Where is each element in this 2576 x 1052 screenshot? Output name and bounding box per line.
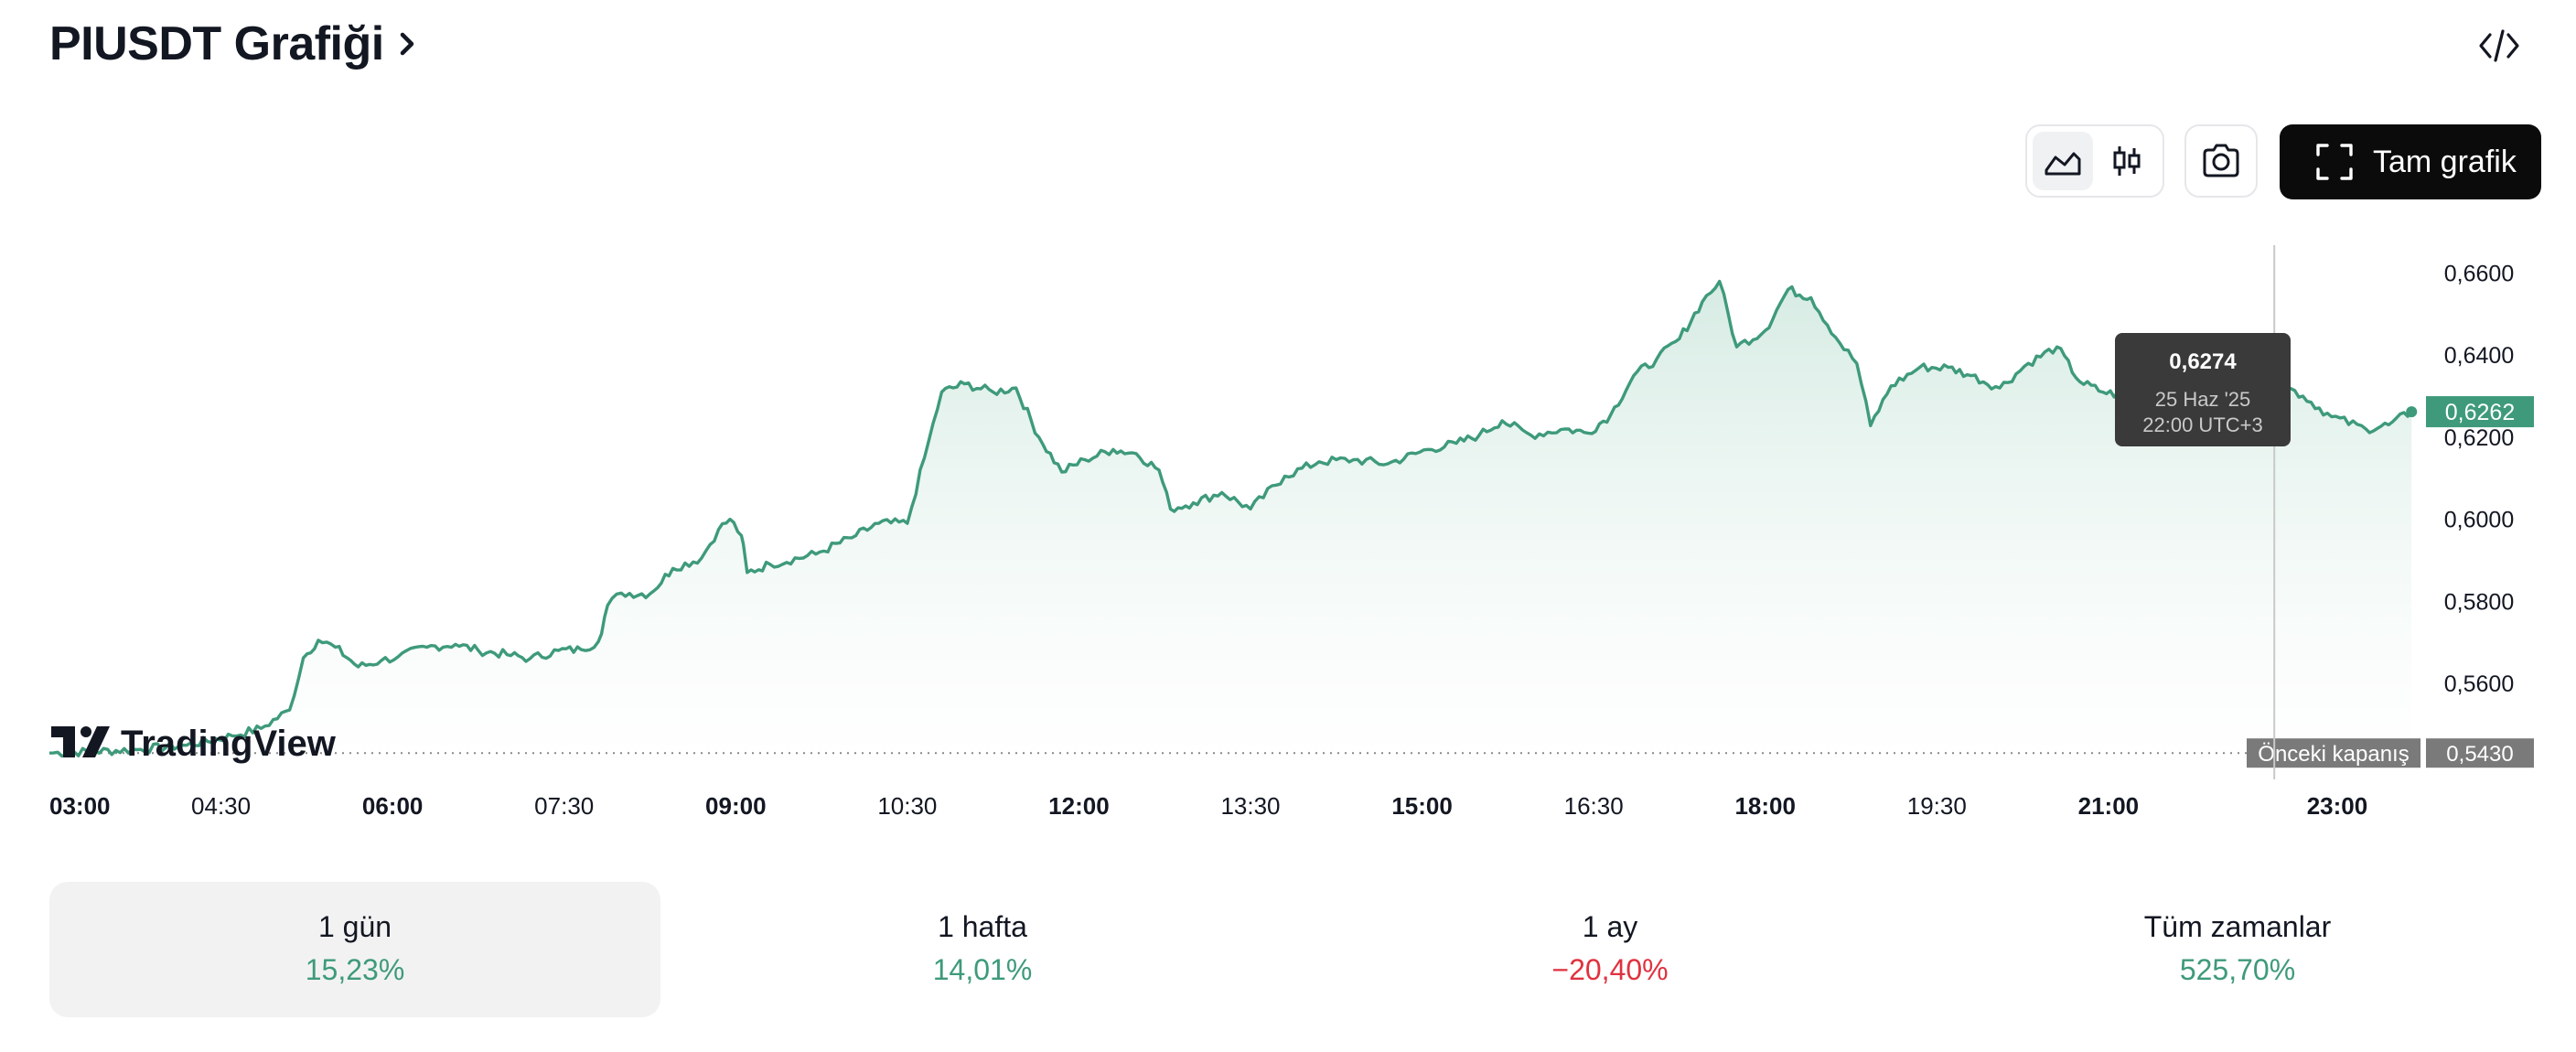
x-tick-label: 04:30 xyxy=(191,792,251,820)
tradingview-logo-icon xyxy=(51,726,110,757)
y-tick-label: 0,5600 xyxy=(2444,671,2514,697)
tab-label: 1 hafta xyxy=(938,910,1027,943)
x-tick-label: 18:00 xyxy=(1734,792,1796,820)
candlestick-button[interactable] xyxy=(2097,132,2157,190)
period-tabs: 1 gün 15,23% 1 hafta 14,01% 1 ay −20,40%… xyxy=(49,882,2543,1017)
tab-1-month[interactable]: 1 ay −20,40% xyxy=(1304,882,1916,1017)
full-chart-label: Tam grafik xyxy=(2373,144,2517,179)
x-tick-label: 06:00 xyxy=(362,792,424,820)
previous-close-price-label: 0,5430 xyxy=(2446,742,2513,767)
tab-1-day[interactable]: 1 gün 15,23% xyxy=(49,882,660,1017)
previous-close-price-tag xyxy=(2426,738,2534,768)
x-tick-label: 12:00 xyxy=(1048,792,1110,820)
tab-change-value: 15,23% xyxy=(305,953,405,986)
tradingview-watermark: TradingView xyxy=(51,724,337,764)
tab-label: 1 gün xyxy=(317,910,392,943)
tab-change-value: 14,01% xyxy=(932,953,1033,986)
camera-icon xyxy=(2203,144,2239,177)
x-tick-label: 21:00 xyxy=(2078,792,2140,820)
tooltip-price: 0,6274 xyxy=(2169,349,2237,374)
x-tick-label: 03:00 xyxy=(49,792,111,820)
tab-change-value: 525,70% xyxy=(2179,953,2296,986)
tooltip-date: 25 Haz '25 xyxy=(2155,388,2251,411)
y-tick-label: 0,6000 xyxy=(2444,508,2514,533)
x-tick-label: 23:00 xyxy=(2307,792,2368,820)
embed-code-icon[interactable] xyxy=(2477,24,2521,68)
price-area-fill xyxy=(49,281,2412,768)
y-tick-label: 0,6600 xyxy=(2444,261,2514,286)
page-title-text: PIUSDT Grafiği xyxy=(49,17,384,70)
price-tooltip: 0,6274 25 Haz '25 22:00 UTC+3 xyxy=(2115,333,2291,446)
price-chart[interactable]: Önceki kapanış 0,5430 03:00 04:30 06:00 07:3… xyxy=(0,0,2576,842)
tab-all-time[interactable]: Tüm zamanlar 525,70% xyxy=(1932,882,2543,1017)
chart-style-toggle xyxy=(2025,124,2164,198)
candlestick-icon xyxy=(2113,146,2141,176)
last-price-label: 0,6262 xyxy=(2445,400,2515,425)
y-tick-label: 0,6200 xyxy=(2444,425,2514,451)
area-chart-icon xyxy=(2045,152,2081,176)
x-tick-label: 16:30 xyxy=(1564,792,1624,820)
x-tick-label: 07:30 xyxy=(534,792,594,820)
fullscreen-icon xyxy=(2316,144,2353,180)
price-line xyxy=(48,279,2413,758)
tradingview-wordmark: TradingView xyxy=(121,724,337,764)
previous-close-text: Önceki kapanış xyxy=(2258,742,2409,767)
y-tick-label: 0,6400 xyxy=(2444,343,2514,369)
full-chart-button[interactable]: Tam grafik xyxy=(2280,124,2541,199)
previous-close-text-tag xyxy=(2247,738,2420,768)
page-title[interactable]: PIUSDT Grafiği xyxy=(49,16,423,71)
x-tick-label: 10:30 xyxy=(877,792,937,820)
area-chart-button[interactable] xyxy=(2033,132,2093,190)
tab-1-week[interactable]: 1 hafta 14,01% xyxy=(677,882,1288,1017)
tab-label: 1 ay xyxy=(1582,910,1638,943)
last-price-point xyxy=(2406,406,2418,418)
tab-label: Tüm zamanlar xyxy=(2143,910,2332,943)
last-price-tag xyxy=(2426,396,2534,428)
x-tick-label: 15:00 xyxy=(1391,792,1453,820)
chevron-right-icon xyxy=(400,32,413,56)
tooltip-time: 22:00 UTC+3 xyxy=(2142,413,2262,436)
x-tick-label: 09:00 xyxy=(705,792,767,820)
tab-change-value: −20,40% xyxy=(1551,953,1669,986)
x-tick-label: 13:30 xyxy=(1220,792,1280,820)
y-tick-label: 0,5800 xyxy=(2444,589,2514,615)
x-tick-label: 19:30 xyxy=(1907,792,1967,820)
snapshot-button[interactable] xyxy=(2184,124,2258,198)
